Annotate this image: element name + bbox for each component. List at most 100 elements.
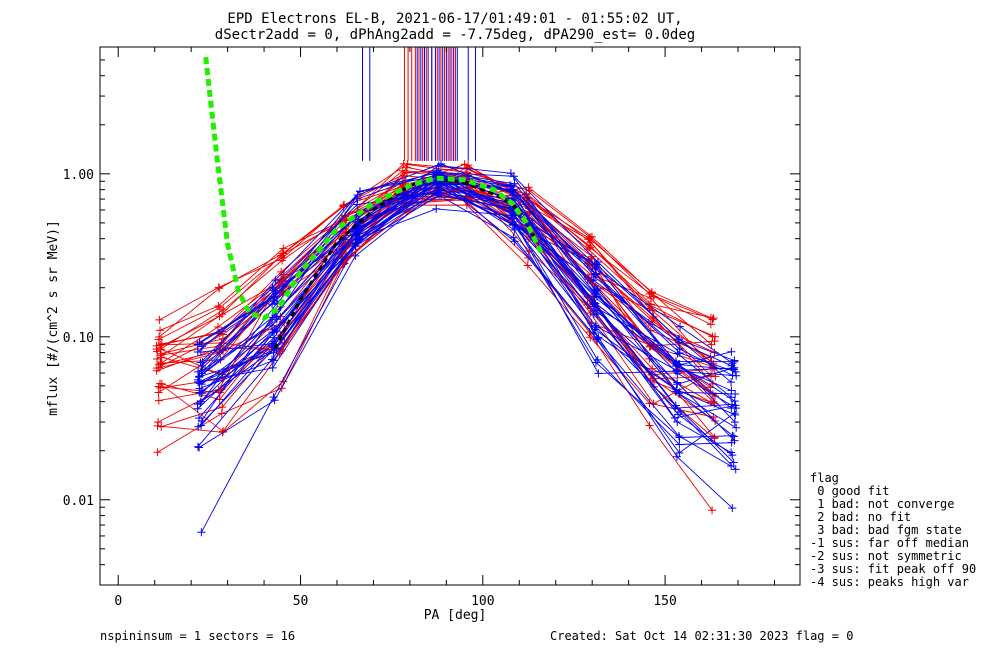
data-point-marker (675, 448, 684, 457)
data-point-marker (711, 332, 720, 341)
data-point-marker (589, 310, 598, 319)
data-point-marker (194, 367, 203, 376)
data-point-marker (673, 349, 682, 358)
data-point-marker (195, 379, 204, 388)
data-point-marker (270, 292, 279, 301)
data-point-marker (156, 383, 165, 392)
data-point-marker (434, 168, 443, 177)
chart-title-line-1: EPD Electrons EL-B, 2021-06-17/01:49:01 … (227, 11, 682, 27)
data-point-marker (710, 337, 719, 346)
series-line (199, 172, 735, 385)
data-point-marker (589, 302, 598, 311)
data-point-marker (586, 238, 595, 247)
data-point-marker (674, 389, 683, 398)
data-point-marker (728, 451, 737, 460)
data-point-marker (271, 286, 280, 295)
x-tick-label: 150 (653, 594, 676, 609)
data-point-marker (193, 340, 202, 349)
y-tick-label: 1.00 (63, 168, 94, 183)
data-point-marker (277, 251, 286, 260)
series-line (199, 194, 735, 454)
data-point-marker (156, 326, 165, 335)
data-point-marker (437, 185, 446, 194)
data-point-marker (218, 403, 227, 412)
series-line (201, 163, 735, 463)
data-point-marker (279, 244, 288, 253)
series-line (200, 176, 734, 371)
data-point-marker (508, 210, 517, 219)
data-point-marker (156, 340, 165, 349)
legend-item: 2 bad: no fit (810, 510, 911, 524)
x-tick-label: 50 (293, 594, 309, 609)
data-point-marker (354, 225, 363, 234)
data-point-marker (645, 290, 654, 299)
legend-item: 3 bad: bad fgm state (810, 523, 962, 537)
data-point-marker (195, 443, 204, 452)
data-point-marker (197, 416, 206, 425)
data-point-marker (674, 431, 683, 440)
data-point-marker (152, 341, 161, 350)
data-point-marker (728, 504, 737, 513)
data-point-marker (157, 422, 166, 431)
data-point-marker (154, 418, 163, 427)
data-point-marker (197, 528, 206, 537)
data-point-marker (215, 395, 224, 404)
data-point-marker (460, 160, 469, 169)
data-point-marker (270, 396, 279, 405)
data-point-marker (507, 186, 516, 195)
data-point-marker (727, 386, 736, 395)
data-point-marker (157, 345, 166, 354)
data-point-marker (587, 252, 596, 261)
data-point-marker (153, 448, 162, 457)
data-point-marker (594, 369, 603, 378)
data-point-marker (583, 300, 592, 309)
series-line (199, 179, 732, 467)
data-point-marker (197, 342, 206, 351)
flag-legend: flag 0 good fit 1 bad: not converge 2 ba… (810, 471, 976, 589)
data-point-marker (217, 409, 226, 418)
data-point-marker (592, 323, 601, 332)
data-point-marker (215, 284, 224, 293)
data-point-marker (732, 371, 741, 380)
data-point-marker (154, 396, 163, 405)
data-point-marker (593, 335, 602, 344)
data-point-marker (523, 261, 532, 270)
data-point-marker (218, 310, 227, 319)
data-point-marker (710, 434, 719, 443)
data-point-marker (730, 436, 739, 445)
data-point-marker (196, 399, 205, 408)
y-tick-label: 0.10 (63, 331, 94, 346)
data-point-marker (433, 187, 442, 196)
legend-item: -2 sus: not symmetric (810, 549, 962, 563)
data-point-marker (153, 421, 162, 430)
legend-item: -3 sus: fit peak off 90 (810, 562, 976, 576)
data-point-marker (269, 333, 278, 342)
legend-item: -1 sus: far off median (810, 536, 969, 550)
legend-item: 1 bad: not converge (810, 497, 955, 511)
data-point-marker (708, 506, 717, 515)
axes-layer: 0 50 100 150 0.01 0.10 1.00 (63, 46, 801, 609)
data-point-marker (592, 260, 601, 269)
data-point-marker (278, 256, 287, 265)
data-point-marker (592, 286, 601, 295)
data-point-marker (732, 404, 741, 413)
data-point-marker (269, 356, 278, 365)
data-point-marker (508, 221, 517, 230)
series-line (197, 171, 735, 361)
data-point-marker (155, 332, 164, 341)
data-point-marker (730, 356, 739, 365)
series-line (201, 181, 732, 392)
y-axis-label: mflux [#/(cm^2 s sr MeV)] (46, 220, 61, 416)
data-point-marker (432, 204, 441, 213)
data-point-marker (730, 409, 739, 418)
data-point-marker (590, 292, 599, 301)
data-point-marker (589, 329, 598, 338)
data-point-marker (197, 389, 206, 398)
data-point-marker (278, 277, 287, 286)
data-point-marker (585, 241, 594, 250)
data-point-marker (727, 347, 736, 356)
data-point-marker (351, 238, 360, 247)
data-point-marker (670, 414, 679, 423)
